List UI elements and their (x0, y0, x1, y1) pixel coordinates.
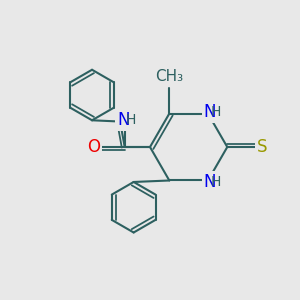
Text: N: N (117, 111, 130, 129)
Text: CH₃: CH₃ (155, 69, 183, 84)
Text: S: S (257, 138, 268, 156)
Text: N: N (203, 173, 216, 191)
Text: N: N (203, 103, 216, 121)
Text: H: H (211, 105, 221, 119)
Text: O: O (88, 138, 100, 156)
Text: H: H (211, 175, 221, 189)
Text: H: H (126, 113, 136, 127)
